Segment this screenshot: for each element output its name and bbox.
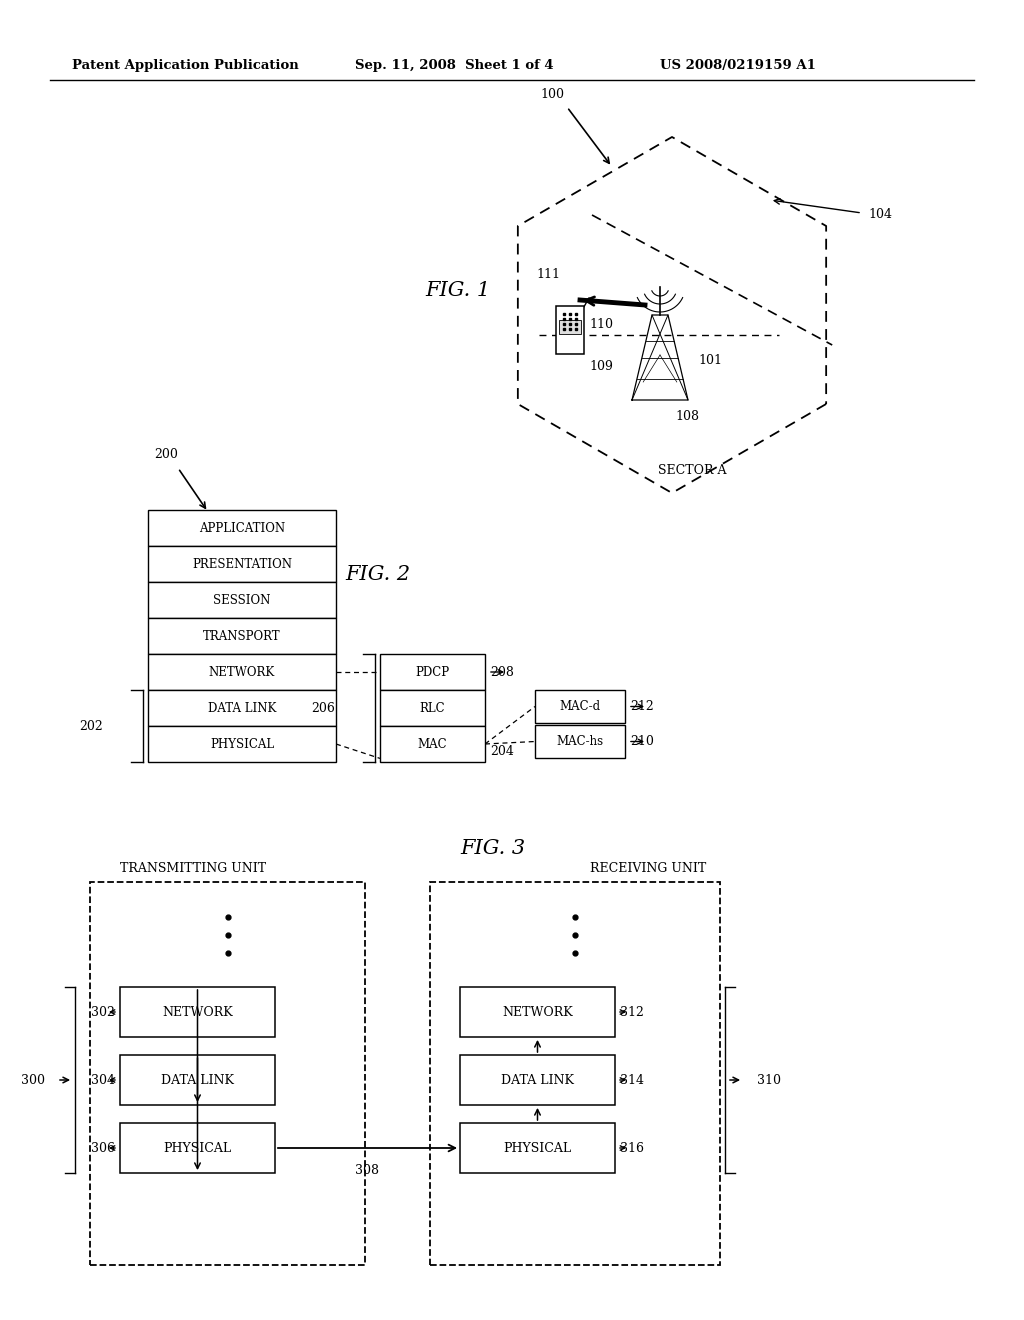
Text: 308: 308 (355, 1163, 380, 1176)
Text: PRESENTATION: PRESENTATION (193, 557, 292, 570)
Text: MAC-d: MAC-d (559, 700, 600, 713)
Text: 304: 304 (91, 1073, 115, 1086)
Bar (90, 882, 365, 1265)
Bar (148, 546, 336, 582)
Bar (460, 987, 615, 1038)
Text: MAC: MAC (418, 738, 447, 751)
Text: 111: 111 (536, 268, 560, 281)
Bar (148, 653, 336, 690)
Text: 100: 100 (540, 88, 564, 102)
Bar (380, 726, 485, 762)
Text: 316: 316 (620, 1142, 644, 1155)
Bar (148, 510, 336, 546)
Bar (460, 1055, 615, 1105)
Text: 108: 108 (675, 411, 699, 422)
Text: NETWORK: NETWORK (162, 1006, 232, 1019)
Text: 312: 312 (620, 1006, 644, 1019)
Text: FIG. 3: FIG. 3 (460, 838, 525, 858)
Text: 109: 109 (589, 359, 613, 372)
Text: 306: 306 (91, 1142, 115, 1155)
Text: 101: 101 (698, 354, 722, 367)
Text: 314: 314 (620, 1073, 644, 1086)
Text: 208: 208 (490, 665, 514, 678)
Bar (430, 882, 720, 1265)
Text: 202: 202 (79, 719, 103, 733)
Text: 310: 310 (757, 1073, 781, 1086)
Text: RLC: RLC (420, 701, 445, 714)
Bar (148, 690, 336, 726)
Bar (559, 319, 581, 334)
Bar (120, 987, 275, 1038)
Text: Sep. 11, 2008  Sheet 1 of 4: Sep. 11, 2008 Sheet 1 of 4 (355, 58, 554, 71)
Text: MAC-hs: MAC-hs (556, 735, 603, 748)
Text: RECEIVING UNIT: RECEIVING UNIT (590, 862, 707, 874)
Text: PHYSICAL: PHYSICAL (210, 738, 274, 751)
Bar (148, 582, 336, 618)
Text: 210: 210 (630, 735, 654, 748)
Bar (148, 618, 336, 653)
Text: 204: 204 (490, 744, 514, 758)
Text: PHYSICAL: PHYSICAL (164, 1142, 231, 1155)
Text: TRANSMITTING UNIT: TRANSMITTING UNIT (120, 862, 266, 874)
Bar (120, 1123, 275, 1173)
Text: DATA LINK: DATA LINK (161, 1073, 234, 1086)
Text: PDCP: PDCP (416, 665, 450, 678)
Text: FIG. 1: FIG. 1 (425, 281, 490, 300)
Text: 212: 212 (630, 700, 653, 713)
Bar (148, 726, 336, 762)
Text: SECTOR A: SECTOR A (657, 465, 726, 478)
Text: DATA LINK: DATA LINK (501, 1073, 574, 1086)
Text: 206: 206 (311, 701, 335, 714)
Bar (380, 690, 485, 726)
Text: 200: 200 (154, 449, 178, 462)
Text: PHYSICAL: PHYSICAL (504, 1142, 571, 1155)
Bar (380, 653, 485, 690)
Bar (120, 1055, 275, 1105)
Text: 302: 302 (91, 1006, 115, 1019)
Text: FIG. 2: FIG. 2 (345, 565, 411, 585)
Text: DATA LINK: DATA LINK (208, 701, 276, 714)
Bar (535, 725, 625, 758)
Text: TRANSPORT: TRANSPORT (203, 630, 281, 643)
Text: US 2008/0219159 A1: US 2008/0219159 A1 (660, 58, 816, 71)
Text: NETWORK: NETWORK (502, 1006, 572, 1019)
Text: 104: 104 (868, 209, 892, 222)
Text: 110: 110 (589, 318, 613, 331)
Bar (535, 690, 625, 723)
Text: SESSION: SESSION (213, 594, 270, 606)
Bar (460, 1123, 615, 1173)
Text: Patent Application Publication: Patent Application Publication (72, 58, 299, 71)
Text: 300: 300 (22, 1073, 45, 1086)
Text: NETWORK: NETWORK (209, 665, 275, 678)
Text: APPLICATION: APPLICATION (199, 521, 285, 535)
Bar (556, 306, 584, 354)
